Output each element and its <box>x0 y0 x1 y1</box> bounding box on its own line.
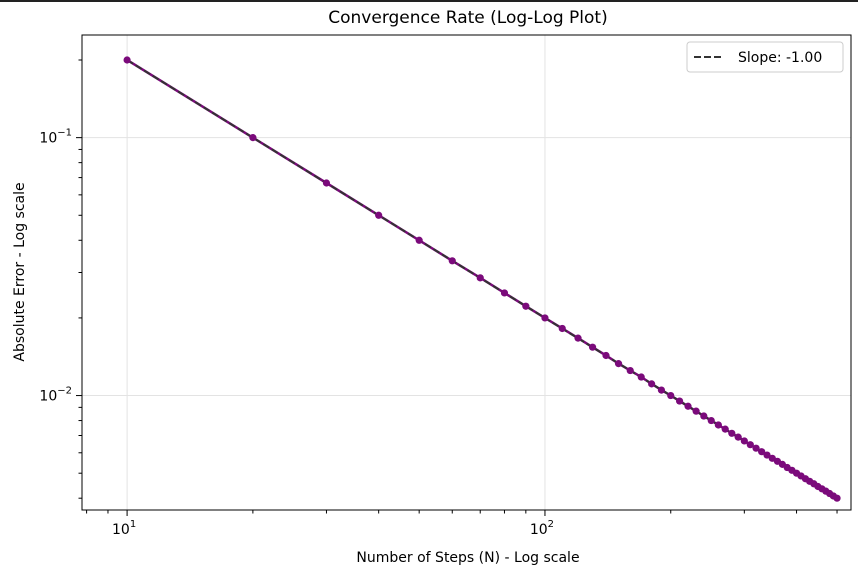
data-point <box>626 366 634 375</box>
x-axis-label: Number of Steps (N) - Log scale <box>356 550 579 566</box>
data-point <box>714 421 722 429</box>
data-point <box>752 444 760 452</box>
data-point <box>740 437 748 445</box>
data-point <box>648 380 656 388</box>
data-point <box>322 179 331 187</box>
data-point <box>448 257 456 265</box>
data-point <box>833 494 841 502</box>
data-point <box>637 373 645 381</box>
data-point <box>558 324 566 333</box>
x-axis-ticks: 101 102 <box>86 510 838 538</box>
data-point <box>676 397 684 405</box>
data-point <box>707 416 715 425</box>
data-point <box>734 433 742 441</box>
data-point <box>667 391 675 400</box>
y-tick-label: 10−2 <box>39 386 72 405</box>
data-point <box>684 402 692 410</box>
data-point <box>721 425 729 433</box>
data-point <box>763 451 771 459</box>
chart-title: Convergence Rate (Log-Log Plot) <box>328 8 607 28</box>
data-point <box>476 274 484 282</box>
data-point <box>500 289 509 297</box>
data-point <box>522 302 530 310</box>
data-point <box>758 448 766 456</box>
data-point <box>657 386 666 394</box>
data-point <box>415 236 423 244</box>
y-axis-label: Absolute Error - Log scale <box>12 182 28 361</box>
data-point <box>588 343 597 351</box>
legend-box <box>686 41 844 73</box>
y-tick-label: 10−1 <box>39 128 72 147</box>
x-tick-label: 101 <box>112 519 136 538</box>
data-point <box>746 441 754 449</box>
data-point <box>574 334 582 342</box>
data-markers <box>123 56 841 502</box>
data-point <box>602 351 610 360</box>
top-border <box>0 0 858 2</box>
data-point <box>123 56 131 64</box>
data-point <box>614 360 623 368</box>
legend-label: Slope: -1.00 <box>738 50 822 66</box>
x-tick-label: 102 <box>530 519 554 538</box>
data-point <box>692 407 700 415</box>
grid-lines <box>82 35 851 510</box>
data-point <box>728 429 736 437</box>
legend: Slope: -1.00 <box>686 41 844 73</box>
data-point <box>541 314 549 322</box>
data-point <box>375 211 383 219</box>
data-point <box>249 134 257 142</box>
data-point <box>700 412 708 420</box>
y-axis-ticks: 10−1 10−2 <box>39 59 82 499</box>
